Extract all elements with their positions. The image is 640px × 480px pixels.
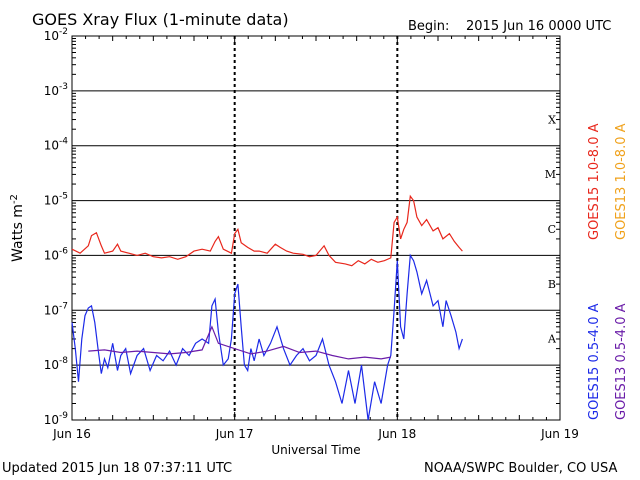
legend: GOES15 1.0-8.0 A GOES13 1.0-8.0 A GOES15…: [587, 123, 629, 420]
x-tick-label: Jun 19: [540, 427, 579, 441]
begin-label: Begin:: [408, 19, 449, 34]
x-axis-label: Universal Time: [271, 443, 360, 457]
legend-goes15-short: GOES15 0.5-4.0 A: [587, 303, 602, 420]
grid-layer: [71, 36, 561, 420]
y-tick-label: 10-4: [44, 137, 69, 153]
flare-class-m: M: [545, 168, 556, 181]
y-tick-label: 10-2: [44, 27, 68, 43]
day-separators: [233, 36, 399, 420]
series-line-3: [88, 325, 391, 360]
y-tick-label: 10-9: [44, 411, 69, 427]
flare-class-c: C: [548, 223, 556, 236]
y-axis-label: Watts m-2: [9, 194, 26, 262]
legend-goes13-long: GOES13 1.0-8.0 A: [614, 123, 629, 240]
chart-title: GOES Xray Flux (1-minute data): [32, 10, 289, 29]
flare-class-labels: X M C B A: [545, 113, 557, 345]
y-tick-label: 10-6: [44, 246, 69, 262]
begin-value: 2015 Jun 16 0000 UTC: [466, 19, 611, 34]
x-tick-label: Jun 16: [52, 427, 91, 441]
series-line-2: [71, 253, 463, 421]
legend-goes15-long: GOES15 1.0-8.0 A: [587, 123, 602, 240]
legend-goes13-short: GOES13 0.5-4.0 A: [614, 303, 629, 420]
x-tick-label: Jun 17: [215, 427, 254, 441]
y-tick-label: 10-5: [44, 192, 68, 208]
flare-class-b: B: [548, 278, 556, 291]
y-tick-label: 10-3: [44, 82, 68, 98]
plot-frame: [71, 35, 561, 421]
y-tick-label: 10-7: [44, 301, 68, 317]
flare-class-a: A: [547, 333, 557, 346]
y-tick-labels: 10-2 10-3 10-4 10-5 10-6 10-7 10-8 10-9: [44, 27, 69, 427]
series-line-0: [71, 194, 463, 267]
updated-timestamp: Updated 2015 Jun 18 07:37:11 UTC: [2, 461, 232, 476]
series-layer: [71, 194, 463, 421]
x-tick-labels: Jun 16 Jun 17 Jun 18 Jun 19: [52, 427, 579, 441]
y-tick-label: 10-8: [44, 356, 69, 372]
source-credit: NOAA/SWPC Boulder, CO USA: [424, 461, 617, 476]
x-tick-label: Jun 18: [377, 427, 416, 441]
flare-class-x: X: [548, 113, 556, 126]
